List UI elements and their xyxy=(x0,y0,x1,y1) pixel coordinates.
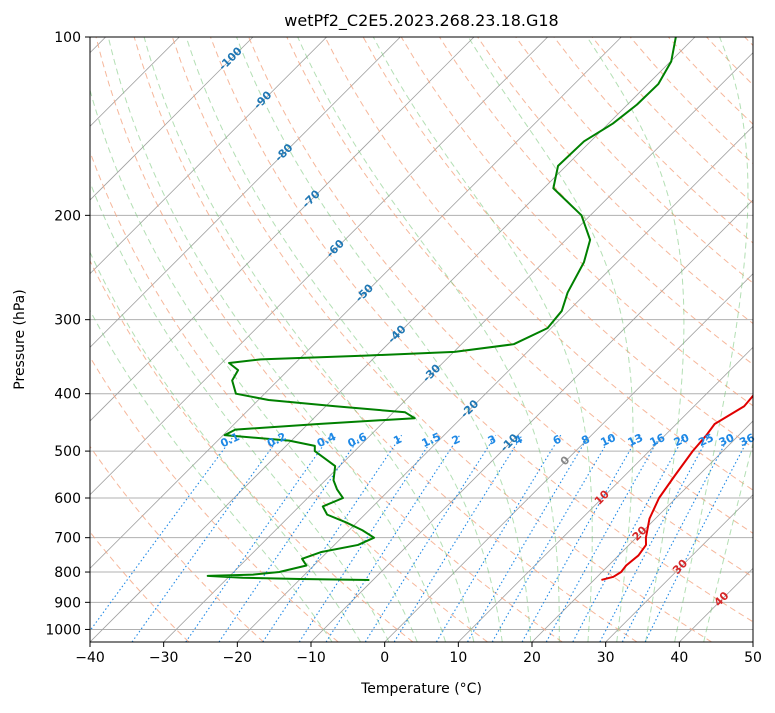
x-tick-label: 20 xyxy=(523,650,541,666)
y-axis-label: Pressure (hPa) xyxy=(12,289,28,389)
x-tick-label: −30 xyxy=(149,650,179,666)
x-tick-label: 0 xyxy=(380,650,389,666)
y-tick-label: 200 xyxy=(54,208,81,224)
y-tick-label: 900 xyxy=(54,595,81,611)
y-tick-label: 500 xyxy=(54,444,81,460)
x-tick-label: 30 xyxy=(597,650,615,666)
y-tick-label: 800 xyxy=(54,565,81,581)
x-tick-label: −10 xyxy=(296,650,326,666)
x-axis-label: Temperature (°C) xyxy=(360,681,482,697)
x-tick-label: 40 xyxy=(670,650,688,666)
y-tick-label: 1000 xyxy=(45,622,81,638)
x-tick-label: −20 xyxy=(223,650,253,666)
x-tick-label: −40 xyxy=(75,650,105,666)
x-tick-label: 10 xyxy=(449,650,467,666)
y-tick-label: 700 xyxy=(54,531,81,547)
y-tick-label: 400 xyxy=(54,387,81,403)
x-tick-label: 50 xyxy=(744,650,762,666)
y-tick-label: 300 xyxy=(54,313,81,329)
chart-title: wetPf2_C2E5.2023.268.23.18.G18 xyxy=(284,11,558,31)
y-tick-label: 100 xyxy=(54,30,81,46)
y-tick-label: 600 xyxy=(54,491,81,507)
